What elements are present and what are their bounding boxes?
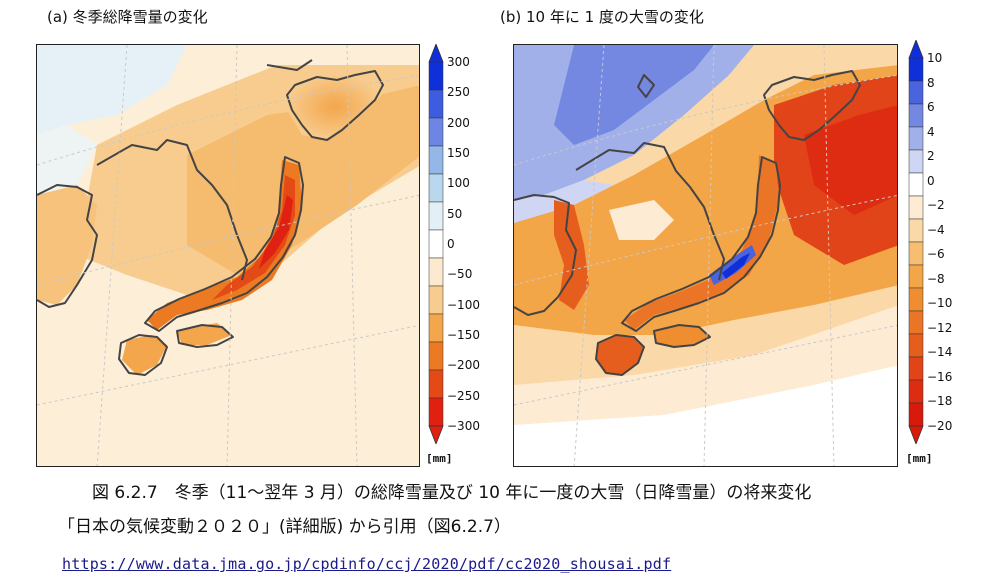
graticule	[514, 45, 897, 466]
panel_b-colorbar-tick: −8	[927, 271, 945, 286]
panel_a-colorbar-tick: 250	[447, 85, 470, 100]
panel_a-colorbar-segment	[428, 369, 444, 399]
panel_b-colorbar-segment	[908, 126, 924, 151]
panel_a-colorbar-tick: −150	[447, 328, 480, 342]
panel_a-colorbar-segment	[428, 341, 444, 371]
panel_b-colorbar-bottom-arrow	[908, 425, 924, 444]
figure-caption: 図 6.2.7 冬季（11〜翌年 3 月）の総降雪量及び 10 年に一度の大雪（…	[92, 483, 812, 503]
panel_a-colorbar-tick: −250	[447, 388, 480, 403]
panel-a-colorbar	[428, 44, 444, 444]
panel_b-colorbar-segment	[908, 379, 924, 404]
coastline	[37, 59, 384, 376]
panel-b-title: (b) 10 年に 1 度の大雪の変化	[500, 8, 704, 26]
graticule	[37, 45, 419, 466]
panel_a-colorbar-segment	[428, 397, 444, 427]
panel_a-colorbar-tick: 100	[447, 176, 470, 191]
heavy-snow-change-map	[514, 45, 897, 466]
panel_a-colorbar-tick: 300	[447, 55, 470, 69]
panel_b-colorbar-segment	[908, 241, 924, 266]
panel_b-colorbar-segment	[908, 80, 924, 105]
panel_b-colorbar-segment	[908, 149, 924, 174]
panel-a-title: (a) 冬季総降雪量の変化	[47, 8, 208, 26]
panel-b-unit: [mm]	[906, 452, 933, 465]
panel_a-colorbar-segment	[428, 61, 444, 91]
panel_a-colorbar-tick: 50	[447, 206, 463, 221]
panel_a-colorbar-tick: 0	[447, 237, 455, 251]
panel_b-colorbar-segment	[908, 172, 924, 197]
north-west-increase-area	[37, 45, 187, 135]
panel_a-colorbar-segment	[428, 201, 444, 231]
panel-a-map	[36, 44, 420, 467]
panel_b-colorbar-tick: 2	[927, 149, 935, 164]
panel_b-colorbar-tick: −20	[927, 419, 953, 433]
panel_a-colorbar-tick: −50	[447, 267, 473, 282]
panel-a-unit: [mm]	[426, 452, 453, 465]
panel_a-colorbar-tick: −300	[447, 419, 480, 433]
panel_b-colorbar-segment	[908, 333, 924, 358]
panel_b-colorbar-segment	[908, 57, 924, 82]
panel_a-colorbar-tick: −200	[447, 358, 480, 373]
panel_a-colorbar-segment	[428, 229, 444, 259]
snowfall-total-change-map	[37, 45, 419, 466]
panel_a-colorbar-segment	[428, 145, 444, 175]
panel_b-colorbar-segment	[908, 310, 924, 335]
panel-b-map	[513, 44, 898, 467]
panel_b-colorbar-tick: 0	[927, 173, 935, 188]
panel_b-colorbar-top-arrow	[908, 40, 924, 59]
panel_b-colorbar-tick: −16	[927, 369, 953, 384]
panel_b-colorbar-tick: −4	[927, 222, 945, 237]
panel_b-colorbar-segment	[908, 287, 924, 312]
panel_a-colorbar-segment	[428, 89, 444, 119]
panel_b-colorbar-tick: −18	[927, 394, 953, 409]
panel_b-colorbar-segment	[908, 402, 924, 427]
panel_b-colorbar-tick: −12	[927, 320, 953, 335]
panel_b-colorbar-tick: −6	[927, 247, 945, 262]
panel_b-colorbar-segment	[908, 195, 924, 220]
panel_b-colorbar-segment	[908, 103, 924, 128]
panel_b-colorbar-tick: 10	[927, 51, 943, 65]
panel_a-colorbar-tick: −100	[447, 297, 480, 312]
panel_a-colorbar-segment	[428, 285, 444, 315]
hokkaido-area	[287, 73, 382, 140]
panel-b-colorbar	[908, 40, 924, 444]
panel_a-colorbar-segment	[428, 117, 444, 147]
panel_a-colorbar-top-arrow	[428, 44, 444, 63]
panel_b-colorbar-tick: 4	[927, 124, 935, 139]
panel_a-colorbar-bottom-arrow	[428, 425, 444, 444]
citation-text: 「日本の気候変動２０２０」(詳細版) から引用（図6.2.7）	[58, 517, 511, 537]
panel_a-colorbar-tick: 200	[447, 115, 470, 130]
panel_a-colorbar-segment	[428, 257, 444, 287]
panel_b-colorbar-segment	[908, 264, 924, 289]
panel_b-colorbar-tick: −14	[927, 345, 953, 360]
panel_b-colorbar-segment	[908, 218, 924, 243]
panel_a-colorbar-segment	[428, 313, 444, 343]
coastline	[514, 70, 861, 376]
panel_b-colorbar-tick: −2	[927, 198, 945, 213]
honshu-decrease-area	[624, 155, 779, 330]
panel_a-colorbar-tick: 150	[447, 146, 470, 160]
panel_b-colorbar-tick: 6	[927, 100, 935, 115]
panel_b-colorbar-segment	[908, 356, 924, 381]
panel_a-colorbar-segment	[428, 173, 444, 203]
panel_b-colorbar-tick: 8	[927, 75, 935, 90]
panel_b-colorbar-tick: −10	[927, 296, 953, 311]
source-link[interactable]: https://www.data.jma.go.jp/cpdinfo/ccj/2…	[62, 555, 672, 573]
